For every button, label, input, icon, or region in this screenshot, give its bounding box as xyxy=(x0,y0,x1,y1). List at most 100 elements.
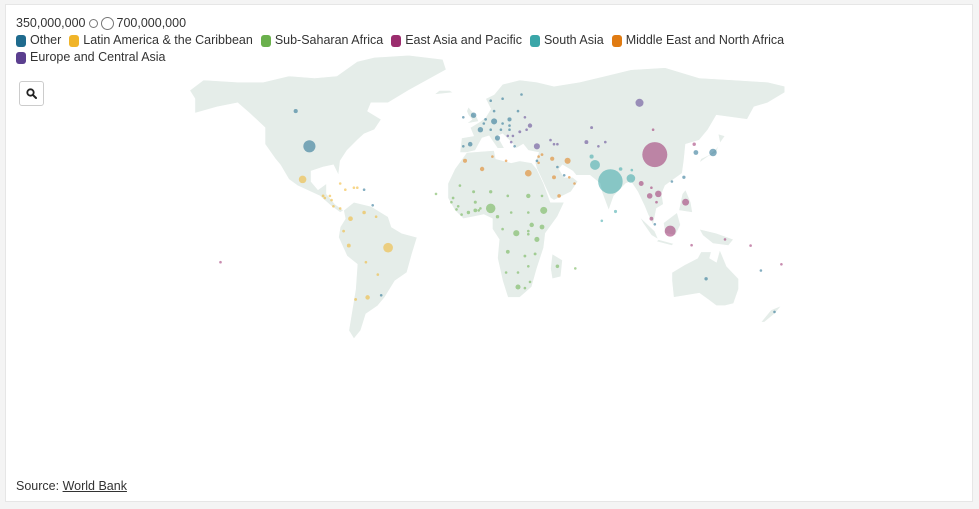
legend-item-east-asia-and-pacific[interactable]: East Asia and Pacific xyxy=(391,32,522,49)
country-bubble[interactable] xyxy=(371,204,375,207)
country-bubble[interactable] xyxy=(489,128,493,131)
country-bubble[interactable] xyxy=(540,194,544,198)
country-bubble[interactable] xyxy=(540,153,544,156)
country-bubble[interactable] xyxy=(646,193,653,199)
country-bubble[interactable] xyxy=(489,190,493,194)
country-bubble[interactable] xyxy=(516,109,520,113)
country-bubble[interactable] xyxy=(564,157,571,164)
country-bubble[interactable] xyxy=(573,182,576,185)
country-bubble[interactable] xyxy=(352,186,356,189)
country-bubble[interactable] xyxy=(451,196,455,200)
country-bubble[interactable] xyxy=(613,209,618,214)
country-bubble[interactable] xyxy=(466,210,471,215)
country-bubble[interactable] xyxy=(504,271,508,274)
country-bubble[interactable] xyxy=(491,155,494,158)
country-bubble[interactable] xyxy=(589,154,594,159)
country-bubble[interactable] xyxy=(780,263,783,266)
country-bubble[interactable] xyxy=(508,128,511,131)
country-bubble[interactable] xyxy=(535,159,539,163)
country-bubble[interactable] xyxy=(527,229,530,233)
legend-item-middle-east-and-north-africa[interactable]: Middle East and North Africa xyxy=(611,32,784,49)
country-bubble[interactable] xyxy=(630,168,634,172)
country-bubble[interactable] xyxy=(574,267,577,270)
country-bubble[interactable] xyxy=(376,273,380,276)
legend-item-south-asia[interactable]: South Asia xyxy=(529,32,604,49)
country-bubble[interactable] xyxy=(638,181,644,186)
country-bubble[interactable] xyxy=(518,130,522,134)
legend-item-sub-saharan-africa[interactable]: Sub-Saharan Africa xyxy=(260,32,383,49)
country-bubble[interactable] xyxy=(456,205,460,208)
country-bubble[interactable] xyxy=(509,211,513,214)
country-bubble[interactable] xyxy=(539,224,545,230)
country-bubble[interactable] xyxy=(664,225,676,237)
country-bubble[interactable] xyxy=(692,142,696,146)
country-bubble[interactable] xyxy=(584,140,589,145)
country-bubble[interactable] xyxy=(477,127,484,133)
zoom-button[interactable] xyxy=(19,81,44,106)
country-bubble[interactable] xyxy=(460,213,463,216)
country-bubble[interactable] xyxy=(501,122,504,125)
country-bubble[interactable] xyxy=(365,295,370,300)
country-bubble[interactable] xyxy=(635,98,644,107)
country-bubble[interactable] xyxy=(330,198,333,202)
country-bubble[interactable] xyxy=(527,232,530,236)
country-bubble[interactable] xyxy=(693,150,699,155)
legend-item-other[interactable]: Other xyxy=(16,32,61,49)
country-bubble[interactable] xyxy=(374,215,378,218)
country-bubble[interactable] xyxy=(562,174,566,177)
country-bubble[interactable] xyxy=(450,200,453,204)
country-bubble[interactable] xyxy=(472,190,476,194)
country-bubble[interactable] xyxy=(473,200,477,204)
country-bubble[interactable] xyxy=(557,194,561,198)
country-bubble[interactable] xyxy=(540,206,548,214)
country-bubble[interactable] xyxy=(479,166,485,172)
country-bubble[interactable] xyxy=(513,145,516,148)
country-bubble[interactable] xyxy=(462,158,468,163)
country-bubble[interactable] xyxy=(655,190,662,198)
country-bubble[interactable] xyxy=(650,186,653,189)
legend-item-latin-america-the-caribbean[interactable]: Latin America & the Caribbean xyxy=(69,32,253,49)
country-bubble[interactable] xyxy=(523,116,527,119)
country-bubble[interactable] xyxy=(533,252,537,256)
country-bubble[interactable] xyxy=(552,142,556,146)
country-bubble[interactable] xyxy=(516,271,520,274)
country-bubble[interactable] xyxy=(618,167,623,171)
country-bubble[interactable] xyxy=(492,109,496,113)
country-bubble[interactable] xyxy=(494,135,501,141)
country-bubble[interactable] xyxy=(348,216,353,222)
country-bubble[interactable] xyxy=(470,112,477,118)
country-bubble[interactable] xyxy=(525,128,528,131)
country-bubble[interactable] xyxy=(511,134,515,138)
country-bubble[interactable] xyxy=(455,208,458,211)
country-bubble[interactable] xyxy=(690,243,693,247)
country-bubble[interactable] xyxy=(670,180,674,183)
country-bubble[interactable] xyxy=(346,243,351,248)
country-bubble[interactable] xyxy=(219,260,222,264)
country-bubble[interactable] xyxy=(303,140,316,153)
country-bubble[interactable] xyxy=(527,211,530,214)
country-bubble[interactable] xyxy=(342,229,345,233)
country-bubble[interactable] xyxy=(338,207,342,210)
country-bubble[interactable] xyxy=(520,93,523,96)
country-bubble[interactable] xyxy=(482,122,486,125)
country-bubble[interactable] xyxy=(323,196,327,200)
country-bubble[interactable] xyxy=(709,148,717,157)
country-bubble[interactable] xyxy=(649,216,654,221)
legend-item-europe-and-central-asia[interactable]: Europe and Central Asia xyxy=(16,49,166,66)
country-bubble[interactable] xyxy=(293,109,298,114)
country-bubble[interactable] xyxy=(598,169,623,194)
country-bubble[interactable] xyxy=(552,175,556,180)
country-bubble[interactable] xyxy=(537,155,540,158)
country-bubble[interactable] xyxy=(499,128,503,131)
country-bubble[interactable] xyxy=(321,194,325,198)
country-bubble[interactable] xyxy=(704,277,708,281)
country-bubble[interactable] xyxy=(505,249,510,254)
country-bubble[interactable] xyxy=(604,140,607,144)
country-bubble[interactable] xyxy=(495,215,500,219)
country-bubble[interactable] xyxy=(590,126,594,130)
country-bubble[interactable] xyxy=(600,219,604,223)
country-bubble[interactable] xyxy=(473,208,478,213)
country-bubble[interactable] xyxy=(626,174,636,183)
country-bubble[interactable] xyxy=(362,210,366,215)
country-bubble[interactable] xyxy=(509,140,513,144)
